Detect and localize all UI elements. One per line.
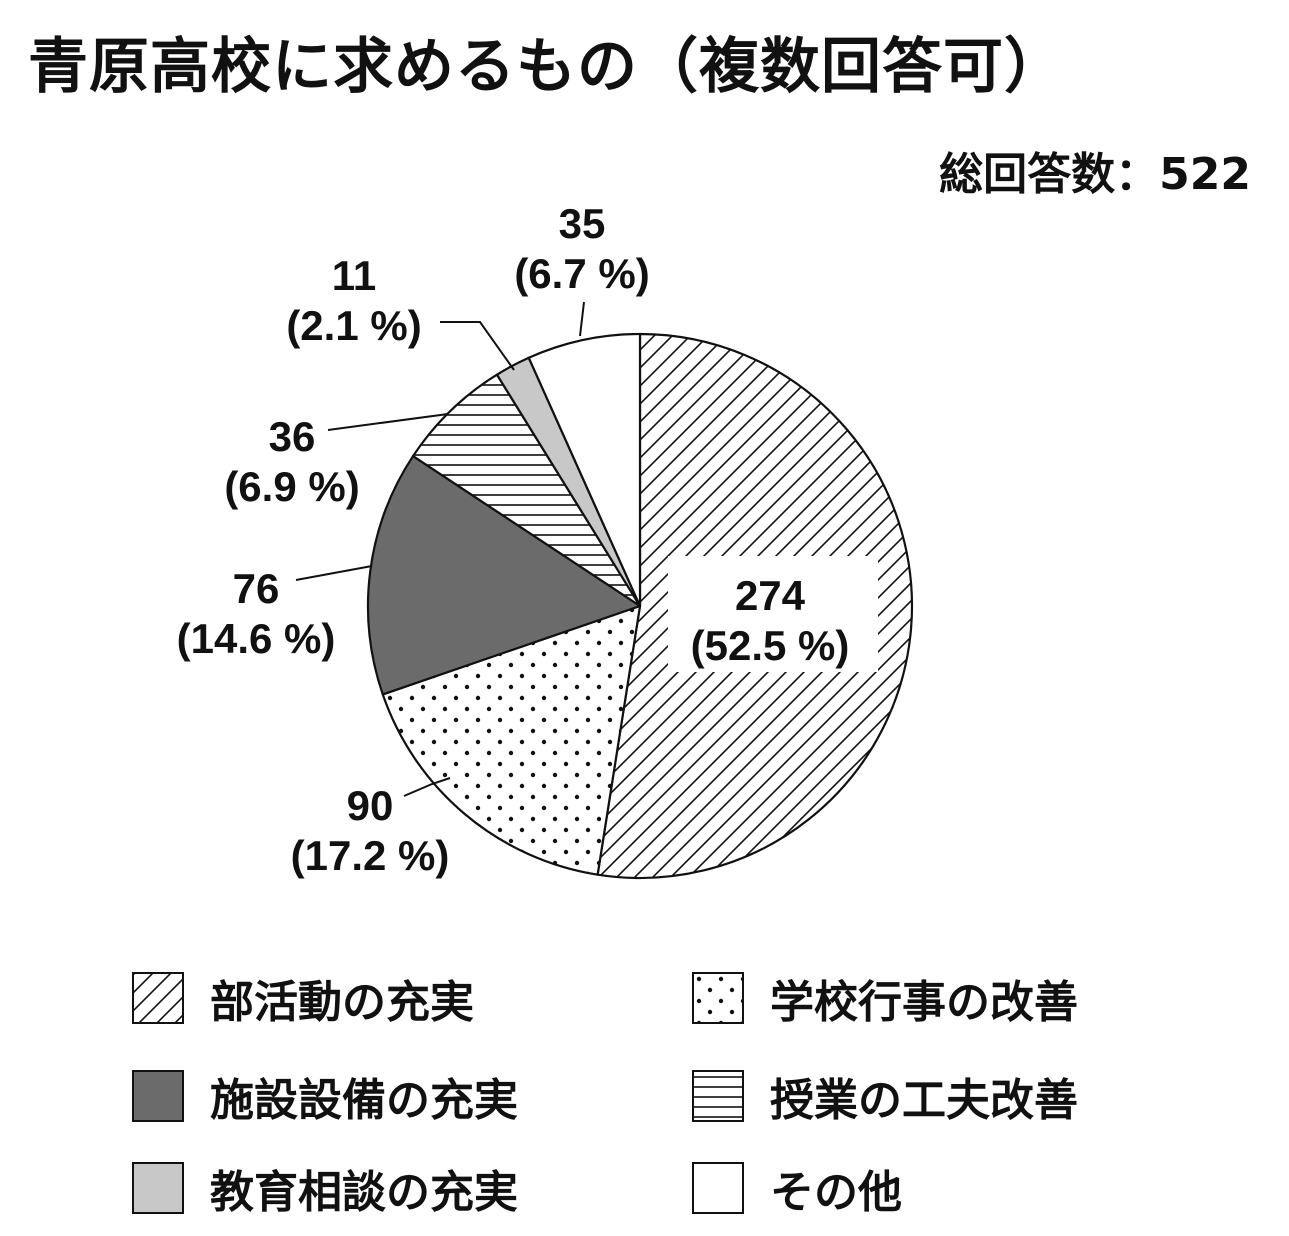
legend-item: 部活動の充実: [132, 968, 474, 1028]
legend-swatch-solid-light: [132, 1162, 184, 1214]
leader-line: [440, 321, 515, 371]
leader-line: [403, 777, 451, 797]
pie-chart: 274(52.5 %) 90(17.2 %) 76(14.6 %) 36(6.9 %)…: [177, 200, 914, 880]
legend-label: 教育相談の充実: [210, 1167, 518, 1218]
legend-swatch-diagonal: [132, 972, 184, 1024]
slice-value-label: 274: [735, 572, 806, 619]
legend: 部活動の充実 学校行事の改善 施設設備の充実 授業の工夫改善 教育相談の充実 そ…: [132, 968, 1232, 1228]
slice-label-background: [668, 556, 878, 672]
slice-value-label: 11: [332, 252, 376, 299]
legend-item: 教育相談の充実: [132, 1158, 518, 1218]
legend-label: 施設設備の充実: [210, 1075, 518, 1126]
slice-percent-label: (52.5 %): [691, 622, 850, 669]
slice-percent-label: (14.6 %): [177, 615, 336, 662]
legend-item: 施設設備の充実: [132, 1066, 518, 1126]
pie-slice: [411, 373, 642, 608]
leader-line: [327, 413, 449, 431]
slice-percent-label: (17.2 %): [291, 832, 450, 879]
legend-swatch-solid-dark: [132, 1070, 184, 1122]
legend-item: 学校行事の改善: [692, 968, 1078, 1028]
legend-label: 学校行事の改善: [770, 977, 1078, 1028]
chart-title: 青原高校に求めるもの（複数回答可）: [28, 32, 1065, 102]
pie-slice: [366, 454, 642, 696]
legend-label: 部活動の充実: [210, 977, 474, 1028]
legend-label: その他: [770, 1167, 902, 1218]
total-responses: 総回答数：522: [939, 149, 1251, 200]
leader-line: [295, 565, 373, 581]
pie-slice: [527, 332, 642, 608]
legend-label: 授業の工夫改善: [770, 1075, 1078, 1126]
slice-value-label: 35: [559, 200, 606, 247]
legend-swatch-horizontal: [692, 1070, 744, 1122]
slice-value-label: 90: [347, 782, 394, 829]
legend-swatch-white: [692, 1162, 744, 1214]
leader-line: [579, 301, 585, 337]
slice-percent-label: (6.7 %): [514, 250, 649, 297]
slice-value-label: 76: [233, 565, 280, 612]
slice-percent-label: (6.9 %): [224, 463, 359, 510]
legend-item: その他: [692, 1158, 902, 1218]
legend-item: 授業の工夫改善: [692, 1066, 1078, 1126]
slice-value-label: 36: [269, 413, 316, 460]
slice-percent-label: (2.1 %): [286, 302, 421, 349]
legend-swatch-dots: [692, 972, 744, 1024]
